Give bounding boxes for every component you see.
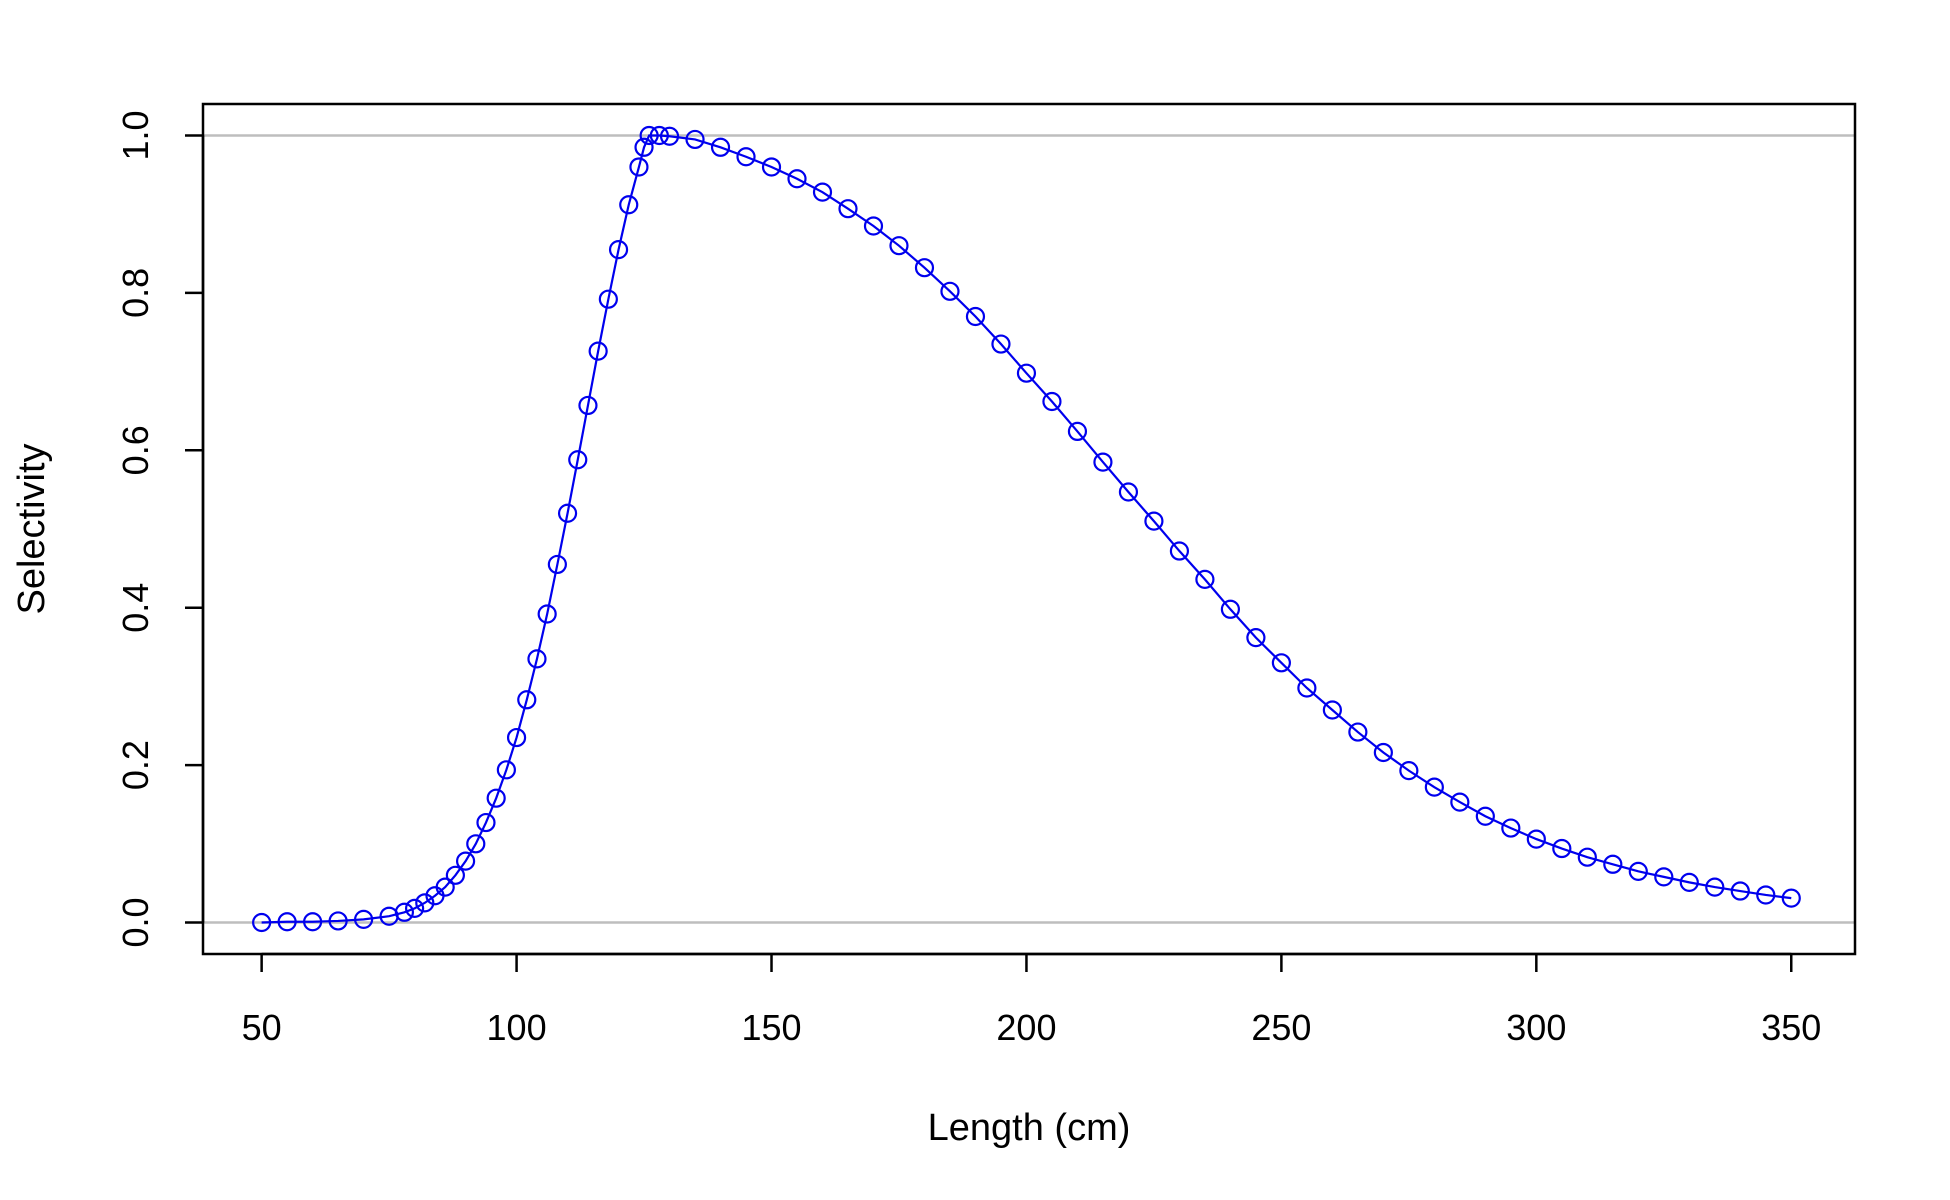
data-point (940, 281, 960, 301)
y-tick-label: 0.4 (115, 583, 156, 633)
data-point (1475, 806, 1495, 826)
data-point (787, 169, 807, 189)
data-point (1322, 700, 1342, 720)
data-point (537, 604, 557, 624)
reference-lines (203, 134, 1855, 924)
data-point (1399, 761, 1419, 781)
data-point (889, 236, 909, 256)
data-point (394, 902, 415, 922)
data-point (527, 649, 547, 669)
data-point (1169, 541, 1190, 561)
data-point (812, 182, 833, 202)
data-point (639, 125, 659, 146)
data-point (517, 690, 537, 710)
data-point (547, 554, 567, 575)
data-point (965, 306, 986, 327)
data-point (761, 157, 782, 177)
data-point (415, 893, 435, 913)
data-point (1118, 482, 1139, 502)
data-point (1093, 452, 1113, 472)
data-point (435, 877, 455, 897)
data-point (1450, 792, 1470, 812)
series-line (261, 134, 1792, 924)
data-point (1067, 421, 1088, 442)
data-point (404, 898, 425, 918)
data-point (1526, 829, 1546, 849)
data-point (354, 909, 374, 929)
data-point (710, 137, 731, 157)
x-axis: 50 100 150 200 250 300 350 (242, 952, 1821, 1048)
data-point (598, 289, 618, 309)
data-point (659, 126, 680, 146)
data-point (1603, 854, 1623, 874)
x-axis-label: Length (cm) (928, 1107, 1131, 1149)
data-point (1654, 867, 1674, 887)
data-point (445, 865, 465, 885)
data-point (506, 727, 527, 748)
data-point (1271, 653, 1291, 673)
plot-frame (201, 102, 1857, 956)
data-point (328, 911, 348, 931)
data-point (466, 834, 486, 854)
data-point (1348, 722, 1368, 742)
data-point (1424, 777, 1444, 797)
data-point (277, 912, 297, 932)
y-tick-label: 0.0 (115, 897, 156, 947)
data-point (1730, 881, 1750, 901)
data-point (476, 812, 496, 833)
data-point (1577, 847, 1597, 867)
data-point (649, 125, 669, 146)
data-point (568, 450, 588, 470)
data-point (557, 503, 578, 523)
y-tick-label: 0.2 (115, 740, 156, 790)
data-point (685, 129, 705, 150)
data-point (634, 137, 654, 157)
x-tick-label: 300 (1506, 1007, 1566, 1048)
data-point (991, 334, 1011, 354)
data-point (838, 199, 858, 219)
data-point (619, 195, 639, 215)
data-point (863, 216, 884, 236)
data-point (588, 341, 608, 361)
data-point (1756, 885, 1776, 905)
x-tick-label: 50 (242, 1007, 282, 1048)
data-point (486, 788, 506, 808)
data-point (252, 912, 272, 933)
data-point (1501, 818, 1521, 838)
data-point (1016, 363, 1037, 383)
y-axis: 0.0 0.2 0.4 0.6 0.8 1.0 (115, 110, 205, 948)
data-point (1144, 511, 1164, 531)
data-point (1373, 742, 1393, 763)
x-tick-label: 150 (741, 1007, 801, 1048)
data-point (608, 240, 629, 260)
data-point (578, 395, 598, 416)
selectivity-series (252, 125, 1801, 933)
x-tick-label: 350 (1761, 1007, 1821, 1048)
data-point (1705, 877, 1725, 897)
x-tick-label: 100 (487, 1007, 547, 1048)
data-point (1042, 391, 1062, 412)
data-point (736, 147, 756, 167)
data-point (1246, 628, 1266, 648)
data-point (1679, 872, 1699, 892)
y-tick-label: 0.8 (115, 268, 156, 318)
data-point (1195, 569, 1215, 589)
data-point (1628, 861, 1648, 881)
data-point (496, 760, 516, 780)
y-tick-label: 0.6 (115, 425, 156, 475)
x-tick-label: 200 (996, 1007, 1056, 1048)
data-point (1220, 599, 1241, 619)
y-axis-label: Selectivity (11, 443, 53, 614)
data-point (1781, 888, 1801, 908)
x-tick-label: 250 (1251, 1007, 1311, 1048)
data-point (1552, 838, 1572, 859)
data-point (629, 157, 649, 177)
data-point (914, 258, 935, 278)
data-point (1297, 678, 1317, 698)
y-tick-label: 1.0 (115, 110, 156, 160)
data-point (303, 912, 323, 932)
data-point (455, 851, 476, 871)
